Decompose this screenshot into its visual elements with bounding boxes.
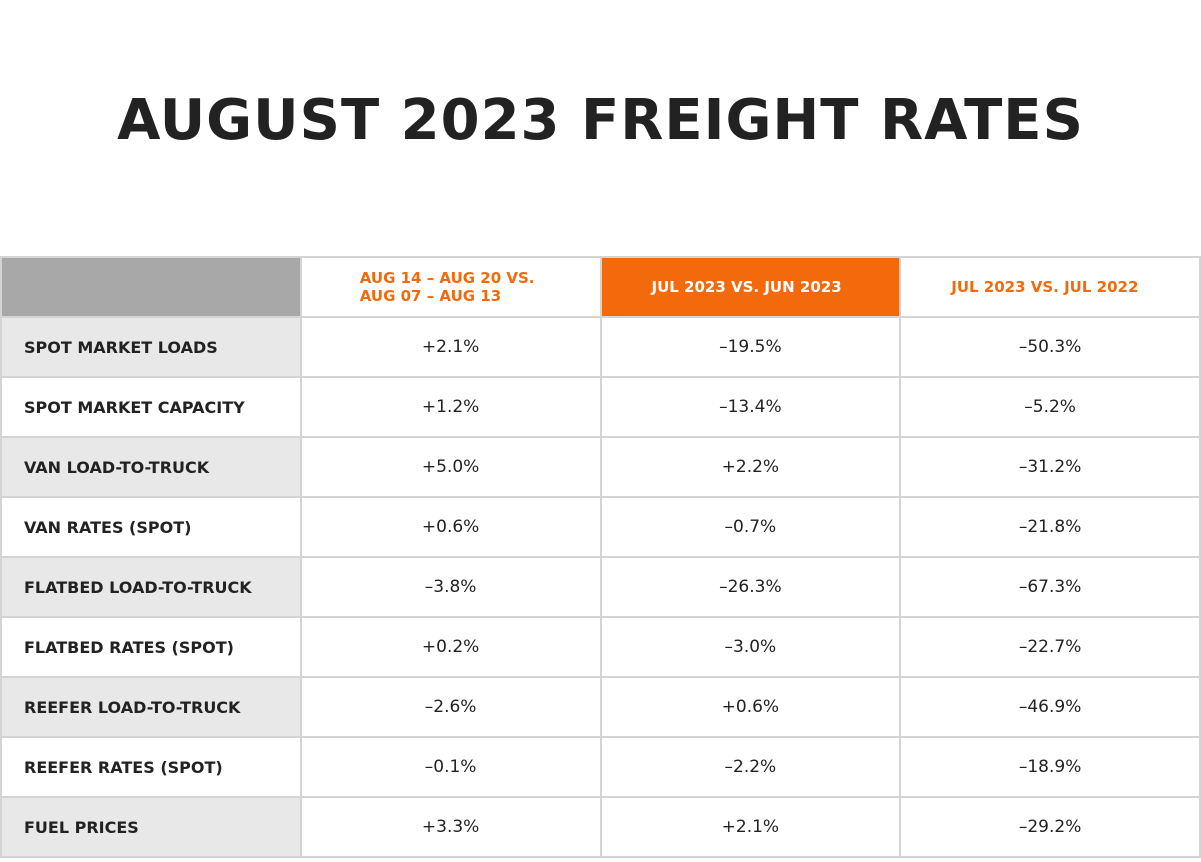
value-cell: –21.8% (899, 496, 1201, 558)
value-cell: +2.1% (599, 796, 902, 858)
value-cell: –3.8% (299, 556, 602, 618)
value-cell: –2.6% (299, 676, 602, 738)
table-row: REEFER LOAD-TO-TRUCK –2.6% +0.6% –46.9% (0, 676, 1201, 738)
value-cell: –0.1% (299, 736, 602, 798)
table-row: SPOT MARKET LOADS +2.1% –19.5% –50.3% (0, 316, 1201, 378)
value-cell: –13.4% (599, 376, 902, 438)
row-label: FUEL PRICES (0, 796, 302, 858)
table-row: FUEL PRICES +3.3% +2.1% –29.2% (0, 796, 1201, 858)
table-row: SPOT MARKET CAPACITY +1.2% –13.4% –5.2% (0, 376, 1201, 438)
value-cell: –0.7% (599, 496, 902, 558)
value-cell: +3.3% (299, 796, 602, 858)
row-label: FLATBED LOAD-TO-TRUCK (0, 556, 302, 618)
value-cell: –26.3% (599, 556, 902, 618)
row-label: REEFER LOAD-TO-TRUCK (0, 676, 302, 738)
title: AUGUST 2023 FREIGHT RATES (117, 88, 1084, 153)
header-line: AUG 07 – AUG 13 (359, 287, 502, 305)
rates-table: AUG 14 – AUG 20 VS. AUG 07 – AUG 13 JUL … (0, 256, 1201, 858)
value-cell: –31.2% (899, 436, 1201, 498)
table-row: VAN RATES (SPOT) +0.6% –0.7% –21.8% (0, 496, 1201, 558)
value-cell: +2.1% (299, 316, 602, 378)
value-cell: +2.2% (599, 436, 902, 498)
value-cell: +0.6% (299, 496, 602, 558)
row-label: FLATBED RATES (SPOT) (0, 616, 302, 678)
value-cell: –19.5% (599, 316, 902, 378)
value-cell: –3.0% (599, 616, 902, 678)
value-cell: +0.2% (299, 616, 602, 678)
value-cell: +0.6% (599, 676, 902, 738)
row-label: SPOT MARKET LOADS (0, 316, 302, 378)
table-row: FLATBED LOAD-TO-TRUCK –3.8% –26.3% –67.3% (0, 556, 1201, 618)
table-body: SPOT MARKET LOADS +2.1% –19.5% –50.3% SPOT M… (0, 316, 1201, 858)
row-label: VAN LOAD-TO-TRUCK (0, 436, 302, 498)
row-label: REEFER RATES (SPOT) (0, 736, 302, 798)
header-blank (0, 256, 302, 318)
value-cell: –67.3% (899, 556, 1201, 618)
header-line: AUG 14 – AUG 20 VS. (359, 269, 535, 287)
value-cell: –22.7% (899, 616, 1201, 678)
table-row: FLATBED RATES (SPOT) +0.2% –3.0% –22.7% (0, 616, 1201, 678)
table-row: REEFER RATES (SPOT) –0.1% –2.2% –18.9% (0, 736, 1201, 798)
value-cell: –46.9% (899, 676, 1201, 738)
header-cell: JUL 2023 VS. JUN 2023 (599, 256, 902, 318)
value-cell: –18.9% (899, 736, 1201, 798)
table-row: VAN LOAD-TO-TRUCK +5.0% +2.2% –31.2% (0, 436, 1201, 498)
header-cell: JUL 2023 VS. JUL 2022 (899, 256, 1201, 318)
value-cell: +1.2% (299, 376, 602, 438)
row-label: SPOT MARKET CAPACITY (0, 376, 302, 438)
value-cell: –29.2% (899, 796, 1201, 858)
value-cell: –5.2% (899, 376, 1201, 438)
header-cell: AUG 14 – AUG 20 VS. AUG 07 – AUG 13 (299, 256, 602, 318)
value-cell: +5.0% (299, 436, 602, 498)
header-row: AUG 14 – AUG 20 VS. AUG 07 – AUG 13 JUL … (0, 256, 1201, 318)
value-cell: –2.2% (599, 736, 902, 798)
value-cell: –50.3% (899, 316, 1201, 378)
row-label: VAN RATES (SPOT) (0, 496, 302, 558)
